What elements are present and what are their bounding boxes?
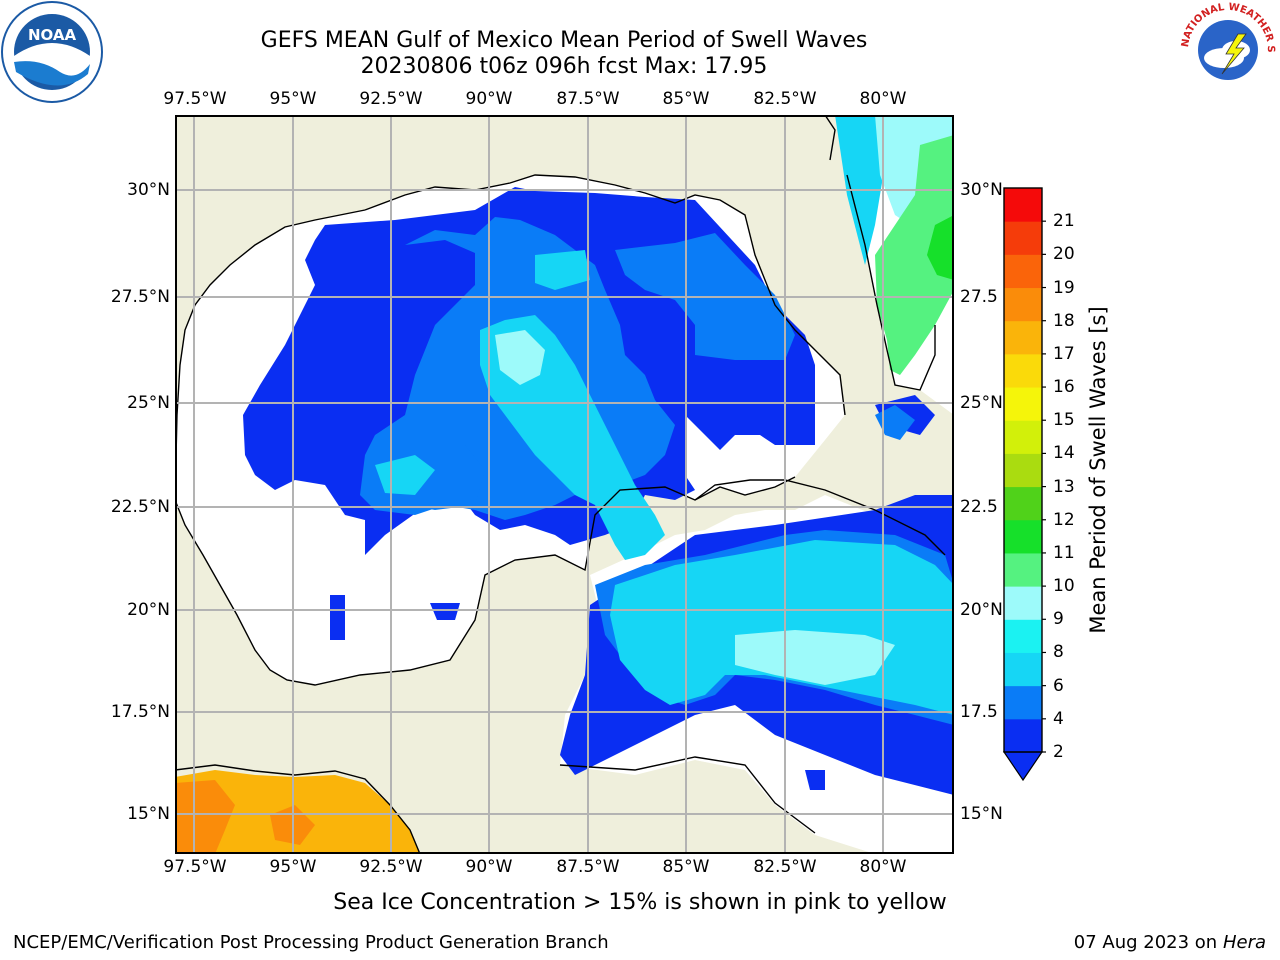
lat-label-right: 30°N <box>960 180 1003 200</box>
lat-label-right: 20°N <box>960 600 1003 620</box>
colorbar-segment <box>1004 586 1042 620</box>
lat-label-right: 22.5 <box>960 497 998 517</box>
map-panel <box>175 115 954 854</box>
colorbar <box>1002 187 1046 782</box>
colorbar-segment <box>1004 519 1042 554</box>
noaa-logo-text: NOAA <box>28 26 77 44</box>
colorbar-segment <box>1004 685 1042 720</box>
colorbar-segment <box>1004 320 1042 355</box>
host-name: Hera <box>1222 932 1266 953</box>
swell-10-11s <box>927 215 954 280</box>
lat-label-right: 15°N <box>960 804 1003 824</box>
colorbar-segment <box>1004 718 1042 753</box>
colorbar-tick-label: 8 <box>1053 642 1064 663</box>
pacific-swell-region-inner <box>175 780 315 854</box>
colorbar-tick-label: 12 <box>1053 509 1075 530</box>
lon-label-bottom: 82.5°W <box>753 857 817 877</box>
lon-label-bottom: 97.5°W <box>163 857 227 877</box>
colorbar-tick-label: 9 <box>1053 609 1064 630</box>
colorbar-tick-label: 15 <box>1053 410 1075 431</box>
colorbar-tick-label: 6 <box>1053 675 1064 696</box>
colorbar-segment <box>1004 652 1042 687</box>
nws-logo: NATIONAL WEATHER SERVICE <box>1176 0 1276 98</box>
lat-label-left: 22.5°N <box>110 497 170 517</box>
colorbar-segment <box>1004 619 1042 653</box>
colorbar-title: Mean Period of Swell Waves [s] <box>1086 306 1110 634</box>
lon-label-top: 97.5°W <box>163 89 227 109</box>
colorbar-segment <box>1004 387 1042 421</box>
colorbar-segment <box>1004 254 1042 289</box>
lat-label-left: 25°N <box>127 393 170 413</box>
lat-label-right: 17.5 <box>960 702 998 722</box>
lon-label-top: 80°W <box>859 89 907 109</box>
colorbar-tick-label: 14 <box>1053 443 1075 464</box>
colorbar-tick-label: 11 <box>1053 542 1075 563</box>
colorbar-extend-arrow <box>1002 751 1044 782</box>
colorbar-tick-label: 21 <box>1053 211 1075 232</box>
colorbar-segment <box>1004 486 1042 521</box>
lon-label-top: 92.5°W <box>359 89 423 109</box>
sea-ice-footnote: Sea Ice Concentration > 15% is shown in … <box>333 890 947 915</box>
colorbar-segment <box>1004 552 1042 587</box>
lat-label-left: 20°N <box>127 600 170 620</box>
lon-label-bottom: 80°W <box>859 857 907 877</box>
colorbar-segment <box>1004 353 1042 388</box>
colorbar-tick-label: 18 <box>1053 310 1075 331</box>
lat-label-left: 15°N <box>127 804 170 824</box>
lon-label-top: 85°W <box>662 89 710 109</box>
graticule <box>175 115 954 854</box>
coastline <box>175 115 946 854</box>
plot-title: GEFS MEAN Gulf of Mexico Mean Period of … <box>260 28 868 53</box>
colorbar-tick-label: 13 <box>1053 476 1075 497</box>
colorbar-tick-label: 16 <box>1053 377 1075 398</box>
lon-label-bottom: 87.5°W <box>556 857 620 877</box>
lat-label-right: 25°N <box>960 393 1003 413</box>
date-text: 07 Aug 2023 on <box>1073 932 1218 953</box>
lon-label-top: 82.5°W <box>753 89 817 109</box>
lon-label-bottom: 92.5°W <box>359 857 423 877</box>
date-stamp: 07 Aug 2023 on Hera <box>1074 932 1266 953</box>
colorbar-tick-label: 2 <box>1053 742 1064 762</box>
lon-label-top: 87.5°W <box>556 89 620 109</box>
lat-label-right: 27.5 <box>960 287 998 307</box>
colorbar-tick-label: 4 <box>1053 708 1064 729</box>
swell-8-9s <box>495 115 954 685</box>
colorbar-tick-label: 10 <box>1053 576 1075 597</box>
lon-label-bottom: 95°W <box>269 857 317 877</box>
lat-label-left: 17.5°N <box>110 702 170 722</box>
colorbar-segment <box>1004 188 1042 222</box>
colorbar-segment <box>1004 287 1042 322</box>
lon-label-bottom: 85°W <box>662 857 710 877</box>
colorbar-tick-label: 20 <box>1053 244 1075 265</box>
colorbar-segment <box>1004 221 1042 255</box>
plot-subtitle: 20230806 t06z 096h fcst Max: 17.95 <box>360 54 768 79</box>
colorbar-frame <box>1003 187 1043 753</box>
map-frame <box>175 115 954 854</box>
colorbar-segment <box>1004 420 1042 454</box>
lon-label-top: 90°W <box>465 89 513 109</box>
colorbar-segment <box>1004 453 1042 488</box>
lon-label-bottom: 90°W <box>465 857 513 877</box>
credit-text: NCEP/EMC/Verification Post Processing Pr… <box>13 932 609 953</box>
noaa-logo: NOAA <box>1 1 103 103</box>
lat-label-left: 27.5°N <box>110 287 170 307</box>
lon-label-top: 95°W <box>269 89 317 109</box>
lat-label-left: 30°N <box>127 180 170 200</box>
colorbar-tick-label: 19 <box>1053 277 1075 298</box>
swell-9-10s <box>875 135 954 375</box>
colorbar-tick-label: 17 <box>1053 343 1075 364</box>
